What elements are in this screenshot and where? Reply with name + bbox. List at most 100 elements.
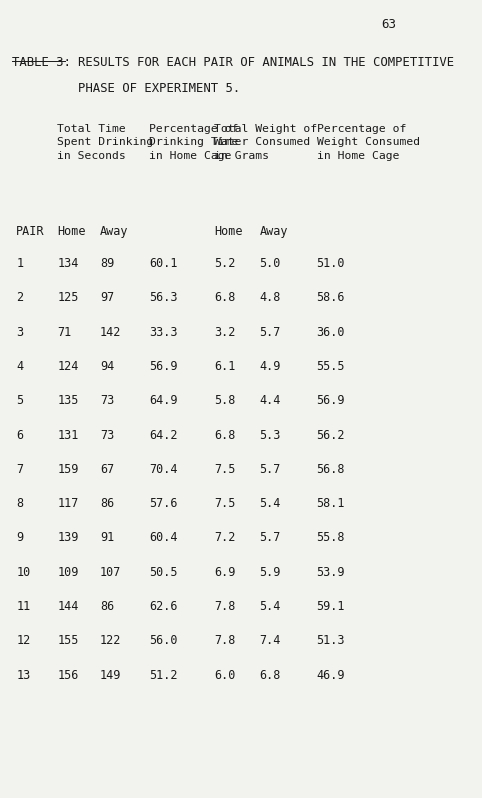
Text: 73: 73 <box>100 394 114 407</box>
Text: 58.6: 58.6 <box>317 291 345 304</box>
Text: 117: 117 <box>57 497 79 510</box>
Text: 67: 67 <box>100 463 114 476</box>
Text: 12: 12 <box>16 634 30 647</box>
Text: 63: 63 <box>381 18 396 30</box>
Text: 5.7: 5.7 <box>259 326 281 338</box>
Text: 5.7: 5.7 <box>259 531 281 544</box>
Text: 70.4: 70.4 <box>149 463 177 476</box>
Text: 124: 124 <box>57 360 79 373</box>
Text: 5.9: 5.9 <box>259 566 281 579</box>
Text: 7.8: 7.8 <box>214 600 236 613</box>
Text: 149: 149 <box>100 669 121 681</box>
Text: 6: 6 <box>16 429 24 441</box>
Text: 7.2: 7.2 <box>214 531 236 544</box>
Text: 122: 122 <box>100 634 121 647</box>
Text: 7: 7 <box>16 463 24 476</box>
Text: 56.3: 56.3 <box>149 291 177 304</box>
Text: 55.8: 55.8 <box>317 531 345 544</box>
Text: Home: Home <box>214 225 243 238</box>
Text: 7.5: 7.5 <box>214 497 236 510</box>
Text: PHASE OF EXPERIMENT 5.: PHASE OF EXPERIMENT 5. <box>78 82 240 95</box>
Text: 59.1: 59.1 <box>317 600 345 613</box>
Text: 8: 8 <box>16 497 24 510</box>
Text: 6.8: 6.8 <box>214 429 236 441</box>
Text: 86: 86 <box>100 497 114 510</box>
Text: 5.4: 5.4 <box>259 497 281 510</box>
Text: 56.9: 56.9 <box>149 360 177 373</box>
Text: 131: 131 <box>57 429 79 441</box>
Text: 156: 156 <box>57 669 79 681</box>
Text: TABLE 3:: TABLE 3: <box>12 56 71 69</box>
Text: 7.4: 7.4 <box>259 634 281 647</box>
Text: 6.8: 6.8 <box>214 291 236 304</box>
Text: 3.2: 3.2 <box>214 326 236 338</box>
Text: Away: Away <box>259 225 288 238</box>
Text: 3: 3 <box>16 326 24 338</box>
Text: 7.5: 7.5 <box>214 463 236 476</box>
Text: 64.2: 64.2 <box>149 429 177 441</box>
Text: 144: 144 <box>57 600 79 613</box>
Text: 60.1: 60.1 <box>149 257 177 270</box>
Text: 7.8: 7.8 <box>214 634 236 647</box>
Text: RESULTS FOR EACH PAIR OF ANIMALS IN THE COMPETITIVE: RESULTS FOR EACH PAIR OF ANIMALS IN THE … <box>78 56 454 69</box>
Text: 5.3: 5.3 <box>259 429 281 441</box>
Text: 57.6: 57.6 <box>149 497 177 510</box>
Text: Percentage of
Weight Consumed
in Home Cage: Percentage of Weight Consumed in Home Ca… <box>317 124 420 161</box>
Text: 5: 5 <box>16 394 24 407</box>
Text: Away: Away <box>100 225 129 238</box>
Text: PAIR: PAIR <box>16 225 45 238</box>
Text: 2: 2 <box>16 291 24 304</box>
Text: Total Time
Spent Drinking
in Seconds: Total Time Spent Drinking in Seconds <box>57 124 153 161</box>
Text: 10: 10 <box>16 566 30 579</box>
Text: 33.3: 33.3 <box>149 326 177 338</box>
Text: 91: 91 <box>100 531 114 544</box>
Text: 13: 13 <box>16 669 30 681</box>
Text: 135: 135 <box>57 394 79 407</box>
Text: 97: 97 <box>100 291 114 304</box>
Text: 5.0: 5.0 <box>259 257 281 270</box>
Text: 56.2: 56.2 <box>317 429 345 441</box>
Text: 56.8: 56.8 <box>317 463 345 476</box>
Text: 5.7: 5.7 <box>259 463 281 476</box>
Text: 6.9: 6.9 <box>214 566 236 579</box>
Text: 62.6: 62.6 <box>149 600 177 613</box>
Text: 6.0: 6.0 <box>214 669 236 681</box>
Text: 73: 73 <box>100 429 114 441</box>
Text: 51.3: 51.3 <box>317 634 345 647</box>
Text: 155: 155 <box>57 634 79 647</box>
Text: 11: 11 <box>16 600 30 613</box>
Text: 4.8: 4.8 <box>259 291 281 304</box>
Text: 51.0: 51.0 <box>317 257 345 270</box>
Text: Percentage of
Drinking Time
in Home Cage: Percentage of Drinking Time in Home Cage <box>149 124 239 161</box>
Text: 1: 1 <box>16 257 24 270</box>
Text: 5.2: 5.2 <box>214 257 236 270</box>
Text: 89: 89 <box>100 257 114 270</box>
Text: 134: 134 <box>57 257 79 270</box>
Text: 5.8: 5.8 <box>214 394 236 407</box>
Text: Home: Home <box>57 225 86 238</box>
Text: 94: 94 <box>100 360 114 373</box>
Text: 46.9: 46.9 <box>317 669 345 681</box>
Text: 86: 86 <box>100 600 114 613</box>
Text: 9: 9 <box>16 531 24 544</box>
Text: 4.4: 4.4 <box>259 394 281 407</box>
Text: 56.9: 56.9 <box>317 394 345 407</box>
Text: 60.4: 60.4 <box>149 531 177 544</box>
Text: 4: 4 <box>16 360 24 373</box>
Text: 55.5: 55.5 <box>317 360 345 373</box>
Text: 5.4: 5.4 <box>259 600 281 613</box>
Text: 53.9: 53.9 <box>317 566 345 579</box>
Text: 125: 125 <box>57 291 79 304</box>
Text: 139: 139 <box>57 531 79 544</box>
Text: 109: 109 <box>57 566 79 579</box>
Text: 4.9: 4.9 <box>259 360 281 373</box>
Text: 64.9: 64.9 <box>149 394 177 407</box>
Text: 107: 107 <box>100 566 121 579</box>
Text: 56.0: 56.0 <box>149 634 177 647</box>
Text: 159: 159 <box>57 463 79 476</box>
Text: 71: 71 <box>57 326 71 338</box>
Text: 58.1: 58.1 <box>317 497 345 510</box>
Text: 36.0: 36.0 <box>317 326 345 338</box>
Text: Total Weight of
Water Consumed
in Grams: Total Weight of Water Consumed in Grams <box>214 124 318 161</box>
Text: 142: 142 <box>100 326 121 338</box>
